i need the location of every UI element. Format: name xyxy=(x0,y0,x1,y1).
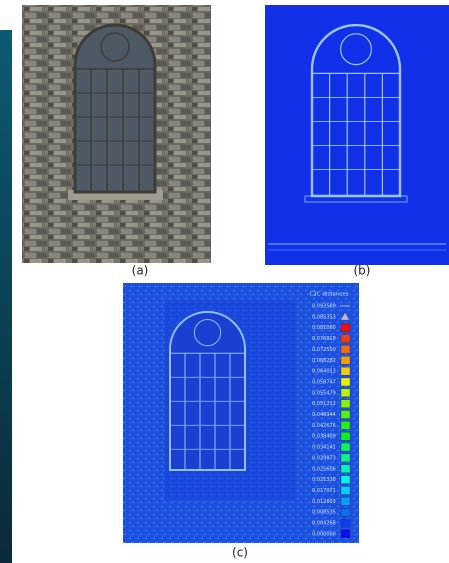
colorbar-swatch xyxy=(341,367,350,375)
colorbar-label: 0.059747 xyxy=(312,379,336,385)
colorbar-label: 0.072550 xyxy=(312,347,336,353)
panel-label: (c) xyxy=(232,546,248,560)
colorbar-swatch xyxy=(341,389,350,397)
colorbar-label: 0.068282 xyxy=(312,358,336,364)
colorbar-label: 0.055479 xyxy=(312,390,336,396)
colorbar-label: 0.046944 xyxy=(312,412,336,418)
colorbar-title: C2C distances xyxy=(309,292,348,298)
colorbar-label: 0.081080 xyxy=(312,325,336,331)
colorbar-label: 0.085353 xyxy=(312,314,336,320)
colorbar-swatch xyxy=(341,519,350,527)
colorbar-label: 0.004268 xyxy=(312,521,336,527)
colorbar-label: 0.029873 xyxy=(312,455,336,461)
colorbar-swatch xyxy=(341,497,350,505)
colorbar-swatch xyxy=(341,443,350,451)
colorbar-label: 0.017071 xyxy=(312,488,336,494)
colorbar-label: 0.012803 xyxy=(312,499,336,505)
page: (a) (b) (c) C2C distances 0.093589 0.0853… xyxy=(0,0,449,563)
colorbar-swatch xyxy=(341,432,350,440)
colorbar-swatch xyxy=(341,465,350,473)
colorbar-swatch xyxy=(341,378,350,386)
colorbar-swatch xyxy=(341,508,350,516)
side-bar xyxy=(0,30,12,563)
colorbar-label: 0.000000 xyxy=(312,531,336,537)
figure: (a) (b) (c) C2C distances 0.093589 0.0853… xyxy=(0,0,449,563)
window xyxy=(170,312,245,470)
colorbar: C2C distances 0.093589 0.085353 0.081080 0.… xyxy=(309,292,350,538)
colorbar-label: 0.038409 xyxy=(312,434,336,440)
window xyxy=(75,25,155,192)
colorbar-swatch xyxy=(341,486,350,494)
colorbar-swatch xyxy=(341,454,350,462)
colorbar-swatch xyxy=(341,421,350,429)
colorbar-label: 0.051212 xyxy=(312,401,336,407)
colorbar-label: 0.034141 xyxy=(312,445,336,451)
panel-b-image xyxy=(265,5,449,265)
colorbar-label: 0.076818 xyxy=(312,336,336,342)
colorbar-swatch xyxy=(341,356,350,364)
panel-label: (a) xyxy=(132,264,149,278)
colorbar-swatch xyxy=(341,345,350,353)
panel-label: (b) xyxy=(354,264,371,278)
colorbar-label: 0.025606 xyxy=(312,466,336,472)
colorbar-swatch xyxy=(341,324,350,332)
colorbar-swatch xyxy=(341,476,350,484)
colorbar-label: 0.064013 xyxy=(312,369,336,375)
colorbar-swatch xyxy=(341,411,350,419)
colorbar-label: 0.042676 xyxy=(312,423,336,429)
colorbar-swatch xyxy=(341,335,350,343)
colorbar-label: 0.008535 xyxy=(312,510,336,516)
colorbar-label: 0.021338 xyxy=(312,477,336,483)
colorbar-swatch xyxy=(341,530,350,538)
colorbar-swatch xyxy=(341,400,350,408)
panel-a-image xyxy=(22,5,211,263)
colorbar-label: 0.093589 xyxy=(312,304,336,310)
